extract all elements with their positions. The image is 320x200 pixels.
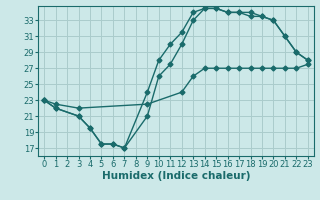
X-axis label: Humidex (Indice chaleur): Humidex (Indice chaleur): [102, 171, 250, 181]
